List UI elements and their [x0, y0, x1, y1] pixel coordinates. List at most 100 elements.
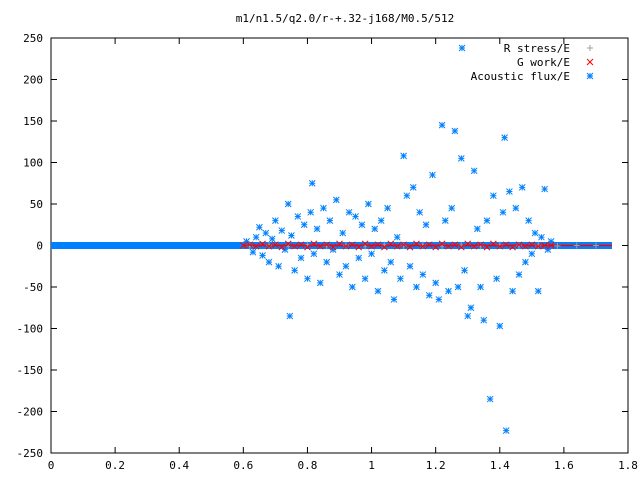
data-point [451, 241, 459, 249]
data-point [400, 241, 407, 249]
legend-label: G work/E [517, 56, 570, 69]
data-point [284, 240, 292, 248]
data-point [297, 241, 305, 249]
data-point [419, 271, 427, 278]
data-point [268, 235, 276, 243]
data-point [310, 250, 318, 258]
data-point [473, 225, 481, 233]
data-point [249, 248, 257, 256]
data-point [534, 287, 542, 295]
data-point [592, 242, 599, 249]
data-point [336, 271, 343, 278]
data-point [400, 242, 407, 249]
chart-title: m1/n1.5/q2.0/r-+.32-j168/M0.5/512 [236, 12, 455, 25]
data-point [490, 192, 497, 200]
data-point [425, 241, 433, 249]
data-point [502, 241, 510, 249]
data-point [502, 427, 510, 434]
data-point [339, 229, 347, 237]
data-point [541, 185, 549, 193]
data-point [310, 240, 318, 248]
data-point [259, 252, 266, 259]
x-tick-label: 1.6 [554, 459, 574, 472]
data-point [516, 242, 523, 249]
data-point [438, 121, 446, 129]
data-point [358, 221, 366, 229]
data-point [323, 258, 331, 266]
data-point [512, 204, 520, 212]
legend-label: Acoustic flux/E [471, 70, 570, 83]
tick-labels: 0 0.2 0.4 0.6 0.8 1 1.2 1.4 1.6 1.8 -250 -200 -150 -1… [17, 32, 638, 472]
data-point [345, 208, 353, 216]
data-point [490, 240, 497, 248]
data-point [435, 296, 443, 303]
data-point [499, 208, 507, 216]
data-point [409, 184, 417, 191]
data-point [265, 242, 273, 250]
series-acoustic-flux-e [243, 121, 555, 434]
legend-symbol [587, 45, 593, 51]
data-point [381, 243, 388, 251]
data-point [377, 217, 385, 224]
data-point [457, 243, 465, 251]
data-point [413, 283, 420, 291]
data-point [547, 242, 555, 249]
data-point [332, 196, 340, 204]
data-point [320, 204, 327, 212]
data-point [284, 200, 292, 208]
data-point [348, 283, 356, 291]
data-point [400, 152, 407, 160]
data-point [445, 287, 452, 295]
data-point [291, 267, 298, 274]
legend-sample-point [458, 44, 466, 52]
data-point [291, 242, 298, 250]
legend-symbol [586, 58, 594, 66]
data-point [506, 188, 513, 195]
data-point [259, 240, 266, 248]
data-point [483, 243, 491, 251]
data-point [252, 233, 260, 241]
y-tick-label: 150 [23, 115, 43, 128]
data-point [336, 240, 343, 248]
data-point [528, 241, 536, 249]
data-point [493, 275, 500, 283]
data-point [525, 217, 532, 224]
data-point [313, 225, 321, 233]
y-tick-label: 0 [36, 240, 43, 253]
data-point [425, 291, 433, 299]
data-point [352, 213, 359, 220]
data-point [515, 271, 523, 278]
data-point [286, 312, 294, 320]
data-point [374, 241, 382, 249]
data-point [297, 254, 305, 262]
data-point [308, 179, 316, 187]
data-point [406, 243, 414, 251]
data-point [441, 217, 449, 224]
data-point [438, 240, 446, 248]
data-point [544, 246, 552, 254]
data-point [294, 213, 302, 220]
data-point [393, 233, 401, 241]
data-point [381, 267, 388, 274]
data-point [467, 304, 475, 312]
data-point [535, 242, 542, 249]
y-tick-label: -50 [23, 281, 43, 294]
data-point [323, 241, 331, 249]
data-point [432, 279, 440, 287]
data-point [304, 243, 311, 251]
x-tick-label: 1.8 [618, 459, 638, 472]
data-point [361, 240, 369, 248]
data-point [531, 229, 539, 237]
data-point [265, 258, 273, 266]
data-point [355, 254, 363, 262]
data-point [451, 127, 459, 135]
data-point [448, 204, 456, 212]
data-point [457, 154, 465, 162]
data-point [464, 312, 472, 320]
data-point [554, 242, 561, 249]
data-point [288, 232, 295, 239]
y-tick-label: -100 [17, 323, 44, 336]
data-point [429, 171, 436, 179]
